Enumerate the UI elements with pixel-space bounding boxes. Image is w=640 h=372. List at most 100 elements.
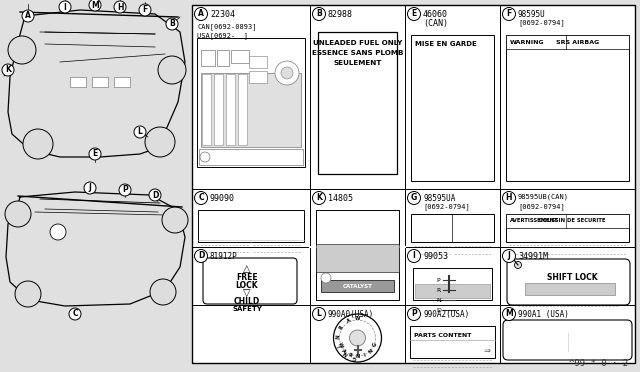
Text: 22304: 22304 xyxy=(210,10,235,19)
Text: (CAN): (CAN) xyxy=(423,19,448,28)
Circle shape xyxy=(50,224,66,240)
Text: A: A xyxy=(340,348,347,354)
Bar xyxy=(197,38,305,167)
Circle shape xyxy=(339,320,376,356)
Circle shape xyxy=(349,330,365,346)
Text: 990A0(USA): 990A0(USA) xyxy=(328,310,374,319)
Circle shape xyxy=(321,273,331,283)
Text: N: N xyxy=(368,348,374,355)
Text: M: M xyxy=(91,0,99,10)
Text: E: E xyxy=(92,150,98,158)
Text: CAN[0692-0893]: CAN[0692-0893] xyxy=(197,23,257,30)
Circle shape xyxy=(69,308,81,320)
Text: H: H xyxy=(116,3,124,12)
Text: MISE EN GARDE: MISE EN GARDE xyxy=(415,41,477,47)
FancyBboxPatch shape xyxy=(503,320,632,360)
Text: WARNING: WARNING xyxy=(510,39,545,45)
Circle shape xyxy=(139,4,151,16)
Circle shape xyxy=(515,262,522,269)
Circle shape xyxy=(114,1,126,13)
Text: W: W xyxy=(355,317,360,321)
Circle shape xyxy=(5,201,31,227)
Text: CATALYST: CATALYST xyxy=(342,283,372,289)
Text: 46060: 46060 xyxy=(423,10,448,19)
Circle shape xyxy=(166,18,178,30)
Text: A: A xyxy=(346,318,351,324)
Bar xyxy=(226,74,235,145)
Text: [0692-0794]: [0692-0794] xyxy=(423,203,470,210)
Circle shape xyxy=(408,308,420,321)
Text: PARTS CONTENT: PARTS CONTENT xyxy=(414,333,472,338)
Text: P: P xyxy=(436,278,440,282)
Circle shape xyxy=(408,192,420,205)
Text: G: G xyxy=(372,342,378,347)
Text: 82988: 82988 xyxy=(328,10,353,19)
Text: LOCK: LOCK xyxy=(236,280,259,289)
Text: SEULEMENT: SEULEMENT xyxy=(333,60,381,66)
Circle shape xyxy=(275,61,299,85)
Circle shape xyxy=(22,10,34,22)
Circle shape xyxy=(15,281,41,307)
Text: A: A xyxy=(198,10,204,19)
Bar xyxy=(238,74,247,145)
Text: [0692-0794]: [0692-0794] xyxy=(518,19,564,26)
Text: J: J xyxy=(508,251,511,260)
Bar xyxy=(249,71,267,83)
Text: B: B xyxy=(316,10,322,19)
FancyBboxPatch shape xyxy=(203,258,297,304)
Bar xyxy=(198,210,304,242)
Bar xyxy=(415,284,490,298)
Text: G: G xyxy=(411,193,417,202)
Text: I: I xyxy=(413,251,415,260)
Bar xyxy=(506,214,629,242)
Circle shape xyxy=(162,207,188,233)
Circle shape xyxy=(502,308,515,321)
Text: L: L xyxy=(138,128,143,137)
Circle shape xyxy=(119,184,131,196)
Circle shape xyxy=(200,152,210,162)
Text: ESSENCE SANS PLOMB: ESSENCE SANS PLOMB xyxy=(312,50,403,56)
Bar xyxy=(192,5,635,363)
Text: 81912P: 81912P xyxy=(210,252,237,261)
Text: J: J xyxy=(88,183,92,192)
Text: D: D xyxy=(152,190,158,199)
Circle shape xyxy=(281,67,293,79)
FancyBboxPatch shape xyxy=(507,259,630,305)
Bar xyxy=(318,32,397,174)
Text: W: W xyxy=(337,341,343,348)
Circle shape xyxy=(2,64,14,76)
Text: K: K xyxy=(316,193,322,202)
Circle shape xyxy=(502,192,515,205)
Bar xyxy=(321,280,394,292)
Text: 14805: 14805 xyxy=(328,194,353,203)
Circle shape xyxy=(195,250,207,263)
Circle shape xyxy=(59,1,71,13)
Bar xyxy=(214,74,223,145)
Circle shape xyxy=(89,148,101,160)
Bar xyxy=(202,74,211,145)
Text: SHIFT LOCK: SHIFT LOCK xyxy=(547,273,598,282)
Circle shape xyxy=(502,250,515,263)
Circle shape xyxy=(408,250,420,263)
Text: H: H xyxy=(506,193,512,202)
Bar xyxy=(201,73,301,147)
Text: D: D xyxy=(198,251,204,260)
Text: 98595UA: 98595UA xyxy=(423,194,456,203)
Text: SRS AIRBAG: SRS AIRBAG xyxy=(556,39,599,45)
Text: SAFETY: SAFETY xyxy=(232,306,262,312)
Circle shape xyxy=(312,7,326,20)
Bar xyxy=(316,244,399,272)
Text: 990A2(USA): 990A2(USA) xyxy=(423,310,469,319)
Text: N: N xyxy=(342,350,349,356)
Bar xyxy=(114,77,130,87)
Circle shape xyxy=(150,279,176,305)
Text: △: △ xyxy=(243,264,251,274)
Bar xyxy=(92,77,108,87)
Text: ^99 * 0 · 2: ^99 * 0 · 2 xyxy=(569,359,628,368)
Text: N: N xyxy=(436,298,441,302)
Text: G: G xyxy=(352,354,356,359)
Circle shape xyxy=(312,308,326,321)
Text: I: I xyxy=(337,344,342,347)
Circle shape xyxy=(312,192,326,205)
Circle shape xyxy=(84,182,96,194)
